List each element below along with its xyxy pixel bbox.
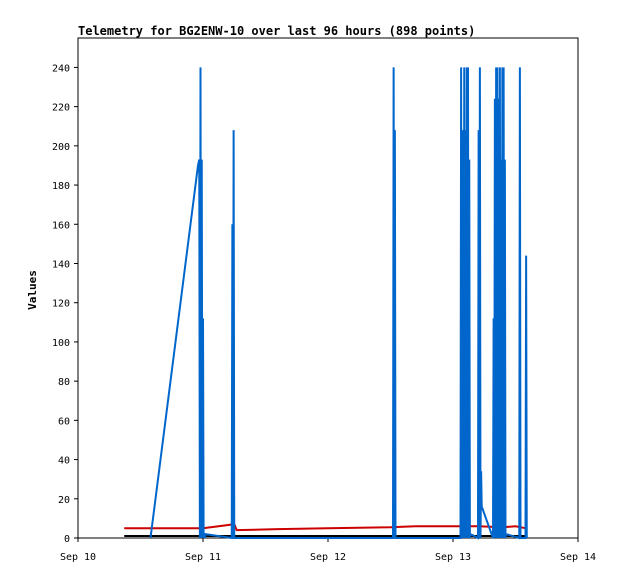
x-tick-label: Sep 13 [435,552,471,563]
y-tick-label: 120 [52,299,70,310]
x-tick-label: Sep 14 [560,552,596,563]
y-tick-label: 80 [58,377,70,388]
y-tick-label: 180 [52,181,70,192]
y-tick-label: 60 [58,416,70,427]
y-axis: 0 20 40 60 80 100 120 140 160 180 200 220 240 [52,63,78,545]
y-tick-label: 140 [52,259,70,270]
x-tick-label: Sep 12 [310,552,346,563]
series-line-2 [149,67,528,540]
x-tick-label: Sep 10 [60,552,96,563]
chart-title: Telemetry for BG2ENW-10 over last 96 hou… [78,24,475,38]
y-tick-label: 100 [52,338,70,349]
y-axis-label: Values [26,270,39,310]
y-tick-label: 40 [58,456,70,467]
x-tick-label: Sep 11 [185,552,221,563]
y-tick-label: 240 [52,63,70,74]
y-tick-label: 160 [52,220,70,231]
y-tick-label: 0 [64,534,70,545]
y-tick-label: 200 [52,142,70,153]
y-tick-label: 220 [52,103,70,114]
y-tick-label: 20 [58,495,70,506]
series-layer [124,67,528,540]
